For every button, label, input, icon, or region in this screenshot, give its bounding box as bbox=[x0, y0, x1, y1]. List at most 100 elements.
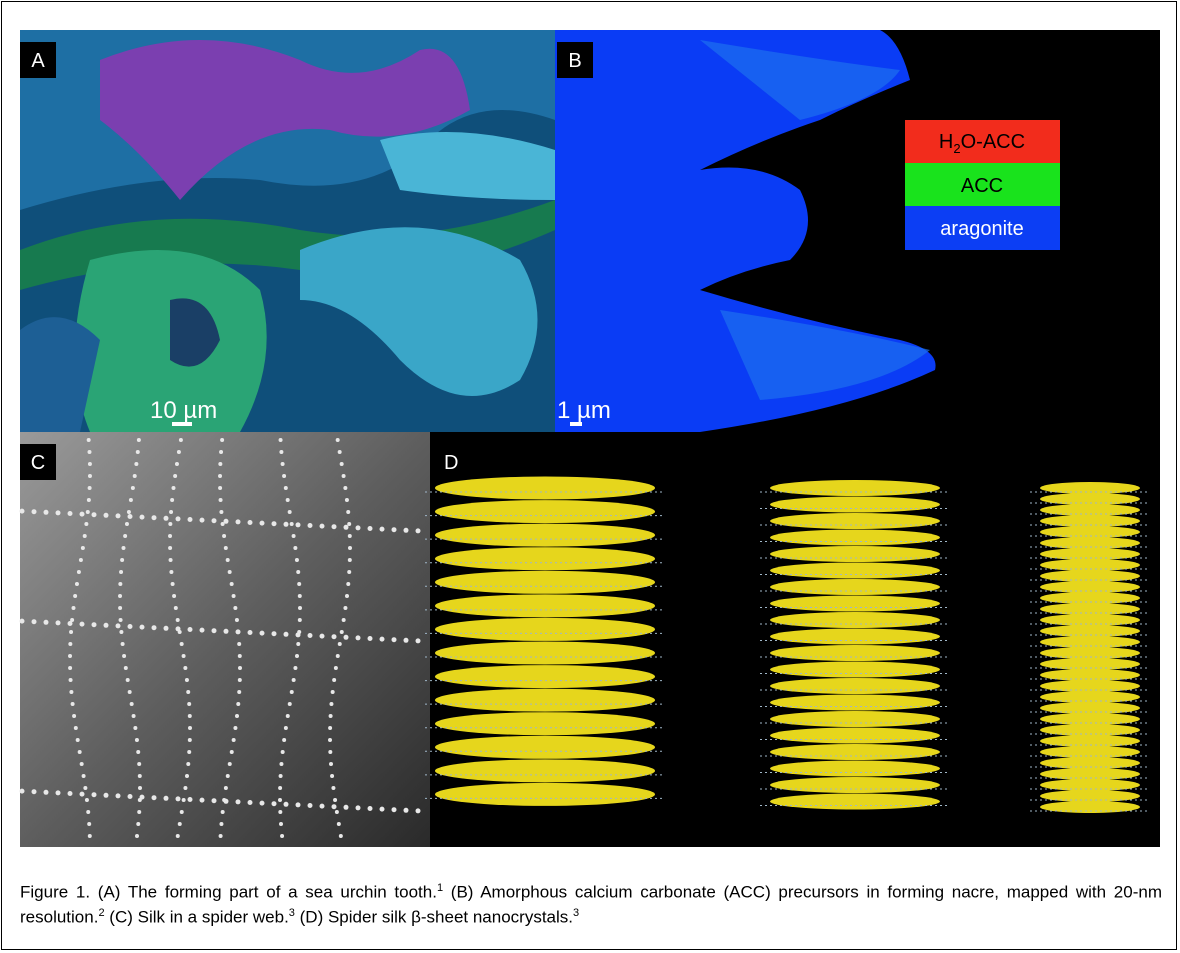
web-droplet bbox=[188, 714, 192, 718]
web-droplet bbox=[174, 606, 178, 610]
web-droplet bbox=[220, 438, 224, 442]
web-droplet bbox=[224, 546, 228, 550]
web-droplet bbox=[288, 702, 292, 706]
web-droplet bbox=[138, 786, 142, 790]
web-droplet bbox=[44, 790, 49, 795]
legend-label: aragonite bbox=[940, 218, 1023, 240]
beta-sheet bbox=[435, 500, 655, 523]
web-droplet bbox=[20, 509, 25, 514]
web-droplet bbox=[292, 678, 296, 682]
web-droplet bbox=[219, 834, 223, 838]
web-droplet bbox=[320, 804, 325, 809]
web-droplet bbox=[368, 636, 373, 641]
web-droplet bbox=[328, 726, 332, 730]
web-droplet bbox=[124, 666, 128, 670]
web-droplet bbox=[278, 798, 282, 802]
beta-sheet bbox=[770, 761, 940, 777]
beta-sheet bbox=[770, 728, 940, 744]
web-droplet bbox=[226, 558, 230, 562]
web-droplet bbox=[224, 629, 229, 634]
web-droplet bbox=[348, 534, 352, 538]
web-droplet bbox=[308, 523, 313, 528]
web-droplet bbox=[212, 628, 217, 633]
web-droplet bbox=[185, 774, 189, 778]
beta-sheet bbox=[770, 777, 940, 793]
web-droplet bbox=[121, 642, 125, 646]
web-droplet bbox=[286, 498, 290, 502]
web-droplet bbox=[219, 510, 223, 514]
web-droplet bbox=[170, 498, 174, 502]
web-droplet bbox=[68, 511, 73, 516]
web-droplet bbox=[416, 808, 421, 813]
web-droplet bbox=[128, 624, 133, 629]
web-droplet bbox=[335, 810, 339, 814]
web-droplet bbox=[169, 510, 173, 514]
web-droplet bbox=[392, 807, 397, 812]
web-droplet bbox=[296, 632, 301, 637]
web-droplet bbox=[188, 627, 193, 632]
web-droplet bbox=[127, 510, 131, 514]
web-droplet bbox=[344, 635, 349, 640]
web-droplet bbox=[133, 726, 137, 730]
web-droplet bbox=[80, 512, 85, 517]
beta-sheet bbox=[435, 783, 655, 806]
web-droplet bbox=[232, 738, 236, 742]
web-droplet bbox=[69, 678, 73, 682]
web-droplet bbox=[218, 486, 222, 490]
beta-sheet bbox=[435, 477, 655, 500]
web-droplet bbox=[279, 762, 283, 766]
web-droplet bbox=[79, 558, 83, 562]
web-droplet bbox=[140, 625, 145, 630]
web-droplet bbox=[169, 570, 173, 574]
web-droplet bbox=[87, 822, 91, 826]
beta-sheet bbox=[770, 546, 940, 562]
web-droplet bbox=[342, 618, 346, 622]
web-droplet bbox=[331, 786, 335, 790]
web-droplet bbox=[128, 794, 133, 799]
web-droplet bbox=[328, 738, 332, 742]
web-droplet bbox=[404, 528, 409, 533]
web-droplet bbox=[279, 822, 283, 826]
web-droplet bbox=[343, 606, 347, 610]
beta-sheet bbox=[435, 712, 655, 735]
web-droplet bbox=[92, 512, 97, 517]
web-droplet bbox=[20, 789, 25, 794]
web-droplet bbox=[179, 438, 183, 442]
web-droplet bbox=[81, 546, 85, 550]
web-droplet bbox=[346, 582, 350, 586]
scale-bar-label: 1 µm bbox=[557, 397, 611, 424]
web-droplet bbox=[176, 796, 181, 801]
web-droplet bbox=[188, 517, 193, 522]
web-droplet bbox=[340, 630, 344, 634]
panel-label: A bbox=[31, 50, 45, 72]
web-droplet bbox=[118, 594, 122, 598]
web-droplet bbox=[104, 623, 109, 628]
web-droplet bbox=[336, 438, 340, 442]
beta-sheet bbox=[770, 513, 940, 529]
web-droplet bbox=[116, 623, 121, 628]
web-droplet bbox=[338, 642, 342, 646]
web-droplet bbox=[118, 606, 122, 610]
web-droplet bbox=[136, 450, 140, 454]
web-droplet bbox=[342, 474, 346, 478]
beta-sheet bbox=[435, 665, 655, 688]
web-droplet bbox=[164, 516, 169, 521]
web-droplet bbox=[346, 510, 350, 514]
web-droplet bbox=[290, 522, 294, 526]
web-droplet bbox=[88, 474, 92, 478]
web-droplet bbox=[345, 594, 349, 598]
web-droplet bbox=[131, 486, 135, 490]
web-droplet bbox=[333, 798, 337, 802]
web-droplet bbox=[168, 546, 172, 550]
web-droplet bbox=[20, 619, 25, 624]
web-droplet bbox=[248, 630, 253, 635]
web-droplet bbox=[320, 524, 325, 529]
web-droplet bbox=[248, 800, 253, 805]
web-droplet bbox=[298, 606, 302, 610]
beta-sheet bbox=[770, 579, 940, 595]
web-droplet bbox=[339, 834, 343, 838]
web-droplet bbox=[228, 762, 232, 766]
web-droplet bbox=[235, 714, 239, 718]
scale-bar bbox=[172, 422, 192, 426]
web-droplet bbox=[87, 438, 91, 442]
